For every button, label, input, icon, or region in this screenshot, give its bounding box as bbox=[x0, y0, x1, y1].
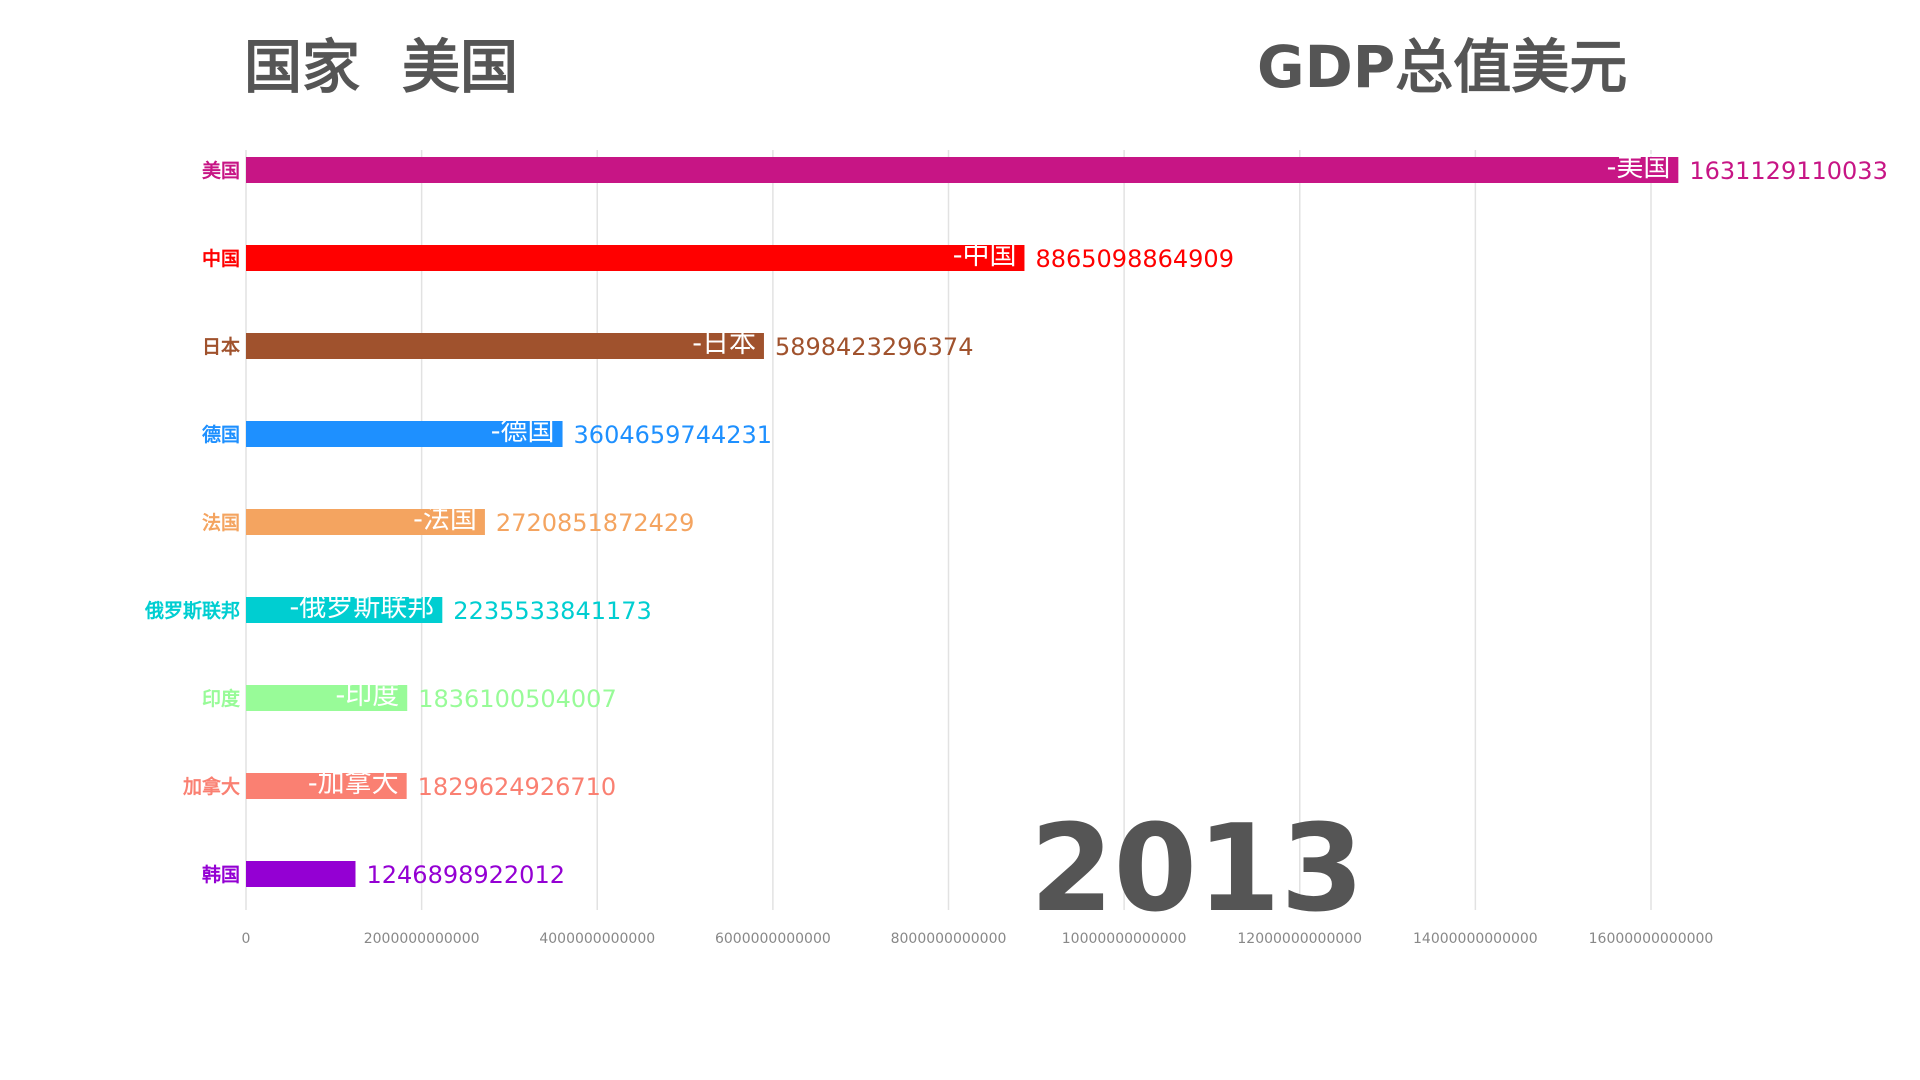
bar bbox=[246, 421, 563, 447]
value-label: 1631129110033 bbox=[1689, 157, 1888, 185]
category-label: 俄罗斯联邦 bbox=[144, 599, 240, 622]
category-label: 韩国 bbox=[202, 863, 240, 886]
x-axis-ticks: 0 2000000000000 4000000000000 6000000000000… bbox=[242, 931, 1714, 947]
bar bbox=[246, 685, 408, 711]
metric-title: GDP总值美元 bbox=[1257, 33, 1628, 101]
category-label: 德国 bbox=[202, 423, 240, 446]
value-label: 1829624926710 bbox=[418, 773, 617, 801]
value-label: 8865098864909 bbox=[1035, 245, 1234, 273]
bar-name-tag: -中国 bbox=[953, 240, 1017, 271]
bar bbox=[246, 245, 1025, 271]
x-tick-label: 4000000000000 bbox=[539, 931, 655, 947]
country-key-label: 国家 bbox=[244, 33, 361, 101]
year-label: 2013 bbox=[1030, 800, 1364, 939]
bar-name-tag: -俄罗斯联邦 bbox=[290, 592, 435, 623]
x-tick-label: 16000000000000 bbox=[1589, 931, 1714, 947]
bar-name-tag: -法国 bbox=[413, 504, 477, 535]
value-label: 2720851872429 bbox=[496, 509, 695, 537]
x-tick-label: 14000000000000 bbox=[1413, 931, 1538, 947]
bar-name-tag: -美国 bbox=[1607, 152, 1671, 183]
category-label: 法国 bbox=[202, 511, 240, 534]
value-label: 5898423296374 bbox=[775, 333, 974, 361]
bar bbox=[246, 333, 764, 359]
country-value-label: 美国 bbox=[402, 33, 519, 101]
value-label: 1836100504007 bbox=[418, 685, 617, 713]
x-tick-label: 8000000000000 bbox=[891, 931, 1007, 947]
x-tick-label: 0 bbox=[242, 931, 251, 947]
bar-name-tag: -印度 bbox=[335, 680, 399, 711]
bar-name-tag: -加拿大 bbox=[308, 768, 399, 799]
bar-name-tag: -日本 bbox=[692, 328, 756, 359]
value-label: 3604659744231 bbox=[574, 421, 773, 449]
category-label: 美国 bbox=[202, 159, 240, 182]
bar bbox=[246, 597, 443, 623]
bar-name-tag: -德国 bbox=[491, 416, 555, 447]
x-tick-label: 12000000000000 bbox=[1237, 931, 1362, 947]
value-label: 1246898922012 bbox=[366, 861, 565, 889]
bars: 美国 -美国 1631129110033 中国 -中国 8865098864909 日本 -日… bbox=[144, 152, 1888, 889]
x-tick-label: 10000000000000 bbox=[1062, 931, 1187, 947]
bar bbox=[246, 773, 407, 799]
category-label: 加拿大 bbox=[182, 775, 240, 798]
category-label: 中国 bbox=[202, 247, 240, 270]
chart-header-left: 国家 美国 bbox=[244, 38, 518, 96]
bar bbox=[246, 157, 1679, 183]
bar bbox=[246, 861, 356, 887]
x-tick-label: 6000000000000 bbox=[715, 931, 831, 947]
x-tick-label: 2000000000000 bbox=[364, 931, 480, 947]
category-label: 印度 bbox=[202, 687, 241, 710]
value-label: 2235533841173 bbox=[453, 597, 652, 625]
category-label: 日本 bbox=[202, 335, 240, 358]
bar bbox=[246, 509, 485, 535]
